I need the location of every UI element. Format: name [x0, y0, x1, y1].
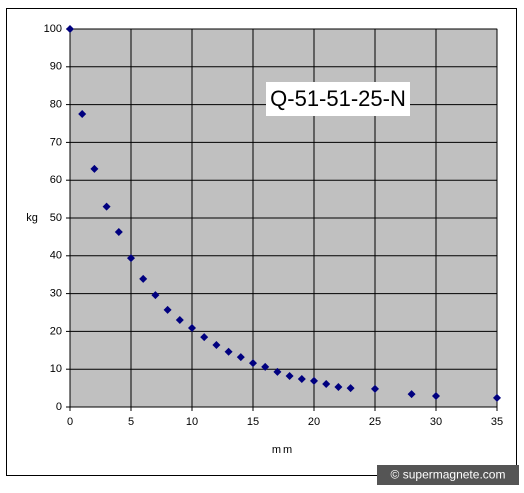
annotation-box — [266, 82, 410, 116]
x-tick-label: 20 — [308, 416, 320, 428]
point — [493, 393, 501, 402]
point — [261, 362, 270, 371]
y-tick-label: 50 — [50, 212, 62, 224]
y-tick-label: 30 — [50, 288, 62, 300]
annotation: Q-51-51-25-N — [270, 86, 406, 111]
y-tick-label: 100 — [44, 23, 62, 35]
y-tick-label: 90 — [50, 61, 62, 73]
point — [310, 376, 318, 385]
point — [273, 367, 282, 376]
point — [139, 274, 148, 283]
x-axis-label: mm — [272, 444, 294, 456]
point — [236, 353, 245, 362]
x-tick-label: 25 — [369, 416, 381, 428]
point — [102, 202, 111, 211]
point — [200, 333, 209, 342]
point — [78, 110, 87, 119]
y-axis-label: kg — [26, 212, 38, 224]
x-tick-label: 10 — [186, 416, 198, 428]
point — [90, 164, 99, 173]
y-tick-label: 20 — [50, 325, 62, 337]
x-tick-label: 30 — [430, 416, 442, 428]
x-tick-label: 35 — [491, 416, 503, 428]
point — [127, 254, 135, 263]
y-tick-label: 40 — [50, 250, 62, 262]
point — [163, 305, 172, 314]
point — [407, 390, 416, 399]
credit: © supermagnete.com — [391, 468, 506, 482]
grid — [69, 28, 498, 408]
y-tick-label: 80 — [50, 99, 62, 111]
point — [371, 384, 379, 393]
point — [151, 291, 160, 300]
y-tick-label: 60 — [50, 174, 62, 186]
point — [212, 341, 221, 350]
point — [66, 25, 74, 33]
credit-box — [377, 465, 519, 485]
point — [188, 323, 196, 332]
point — [114, 227, 123, 236]
x-tick-label: 0 — [67, 416, 73, 428]
y-tick-label: 70 — [50, 136, 62, 148]
x-tick-label: 15 — [247, 416, 259, 428]
point — [285, 372, 294, 381]
point — [249, 359, 257, 368]
point — [224, 347, 233, 356]
x-tick-label: 5 — [128, 416, 134, 428]
point — [297, 375, 306, 384]
y-tick-label: 0 — [56, 401, 62, 413]
y-tick-label: 10 — [50, 363, 62, 375]
point — [322, 379, 331, 388]
point — [432, 392, 440, 401]
point — [334, 382, 343, 391]
point — [175, 316, 184, 325]
point — [346, 384, 355, 393]
